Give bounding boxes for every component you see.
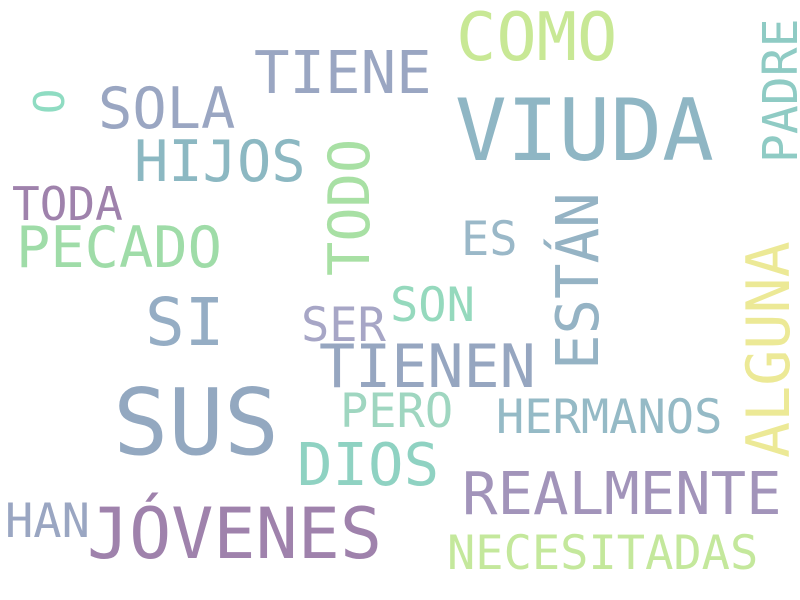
word-sus: SUS bbox=[113, 369, 280, 476]
word-sola: SOLA bbox=[98, 76, 236, 142]
word-dios: DIOS bbox=[297, 430, 440, 499]
word-si: SI bbox=[145, 284, 225, 361]
word-son: SON bbox=[390, 278, 475, 333]
word-tiene: TIENE bbox=[254, 38, 432, 107]
word-como: COMO bbox=[456, 0, 618, 76]
word-necesitadas: NECESITADAS bbox=[447, 526, 759, 581]
word-realmente: REALMENTE bbox=[462, 459, 782, 528]
word-alguna: ALGUNA bbox=[734, 241, 800, 458]
word-jovenes: JÓVENES bbox=[87, 493, 383, 575]
word-toda: TODA bbox=[12, 177, 123, 231]
word-hijos: HIJOS bbox=[134, 129, 306, 195]
word-ser: SER bbox=[301, 298, 386, 353]
word-todo: TODO bbox=[317, 138, 383, 276]
word-viuda: VIUDA bbox=[455, 81, 714, 181]
word-hermanos: HERMANOS bbox=[496, 390, 723, 445]
word-han: HAN bbox=[5, 494, 90, 549]
word-tienen: TIENEN bbox=[319, 332, 536, 402]
word-padre: PADRE bbox=[753, 18, 800, 164]
word-pero: PERO bbox=[340, 384, 454, 439]
word-pecado: PECADO bbox=[16, 215, 222, 281]
word-es: ES bbox=[461, 212, 518, 267]
word-estan: ESTÁN bbox=[543, 192, 612, 370]
word-o: O bbox=[25, 88, 74, 114]
